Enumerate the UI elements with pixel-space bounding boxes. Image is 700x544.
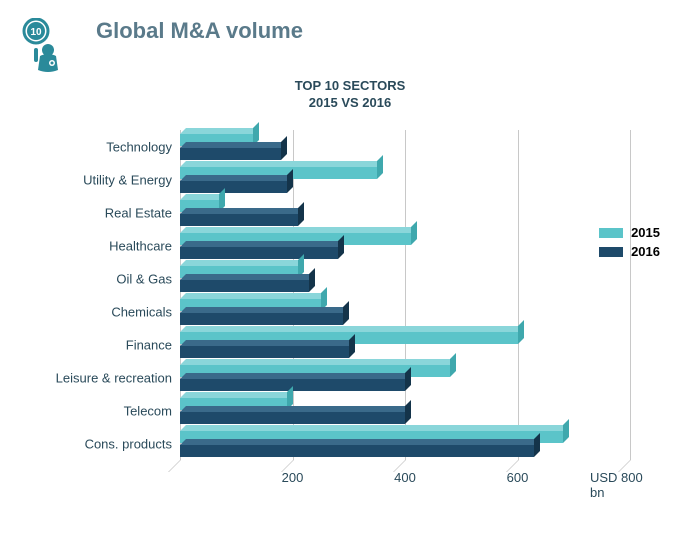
subtitle-line2: 2015 VS 2016 (309, 95, 391, 110)
chart-row: Technology (180, 130, 650, 163)
x-axis-unit: USD 800 bn (590, 470, 650, 500)
chart-row: Finance (180, 328, 650, 361)
y-category-label: Leisure & recreation (2, 370, 172, 385)
y-category-label: Finance (2, 337, 172, 352)
bar-2016 (180, 214, 298, 226)
chart-row: Leisure & recreation (180, 361, 650, 394)
legend-item-2015: 2015 (599, 225, 660, 240)
chart-row: Oil & Gas (180, 262, 650, 295)
y-category-label: Technology (2, 139, 172, 154)
bar-chart: 200400600USD 800 bnTechnologyUtility & E… (0, 130, 700, 530)
plot-area: 200400600USD 800 bnTechnologyUtility & E… (180, 130, 650, 490)
y-category-label: Real Estate (2, 205, 172, 220)
x-tick-label: 200 (282, 470, 304, 485)
x-tick-label: 400 (394, 470, 416, 485)
y-category-label: Telecom (2, 403, 172, 418)
chart-row: Telecom (180, 394, 650, 427)
legend: 2015 2016 (599, 225, 660, 263)
chart-subtitle: TOP 10 SECTORS 2015 VS 2016 (0, 78, 700, 112)
bar-2016 (180, 445, 534, 457)
page-title: Global M&A volume (96, 18, 303, 44)
chart-row: Healthcare (180, 229, 650, 262)
legend-item-2016: 2016 (599, 244, 660, 259)
y-category-label: Healthcare (2, 238, 172, 253)
x-tick-label: 600 (507, 470, 529, 485)
bar-2016 (180, 280, 309, 292)
legend-swatch-icon (599, 228, 623, 238)
legend-label: 2016 (631, 244, 660, 259)
legend-label: 2015 (631, 225, 660, 240)
svg-text:10: 10 (30, 27, 42, 38)
legend-swatch-icon (599, 247, 623, 257)
y-category-label: Chemicals (2, 304, 172, 319)
bar-2016 (180, 181, 287, 193)
chart-row: Cons. products (180, 427, 650, 460)
bar-2016 (180, 346, 349, 358)
bar-2016 (180, 247, 338, 259)
subtitle-line1: TOP 10 SECTORS (295, 78, 406, 93)
y-category-label: Oil & Gas (2, 271, 172, 286)
bar-2016 (180, 313, 343, 325)
top10-badge-icon: 10 (18, 18, 66, 74)
header: 10 Global M&A volume (18, 18, 303, 74)
y-category-label: Utility & Energy (2, 172, 172, 187)
y-category-label: Cons. products (2, 436, 172, 451)
chart-row: Chemicals (180, 295, 650, 328)
bar-2016 (180, 412, 405, 424)
bar-2016 (180, 148, 281, 160)
chart-row: Utility & Energy (180, 163, 650, 196)
